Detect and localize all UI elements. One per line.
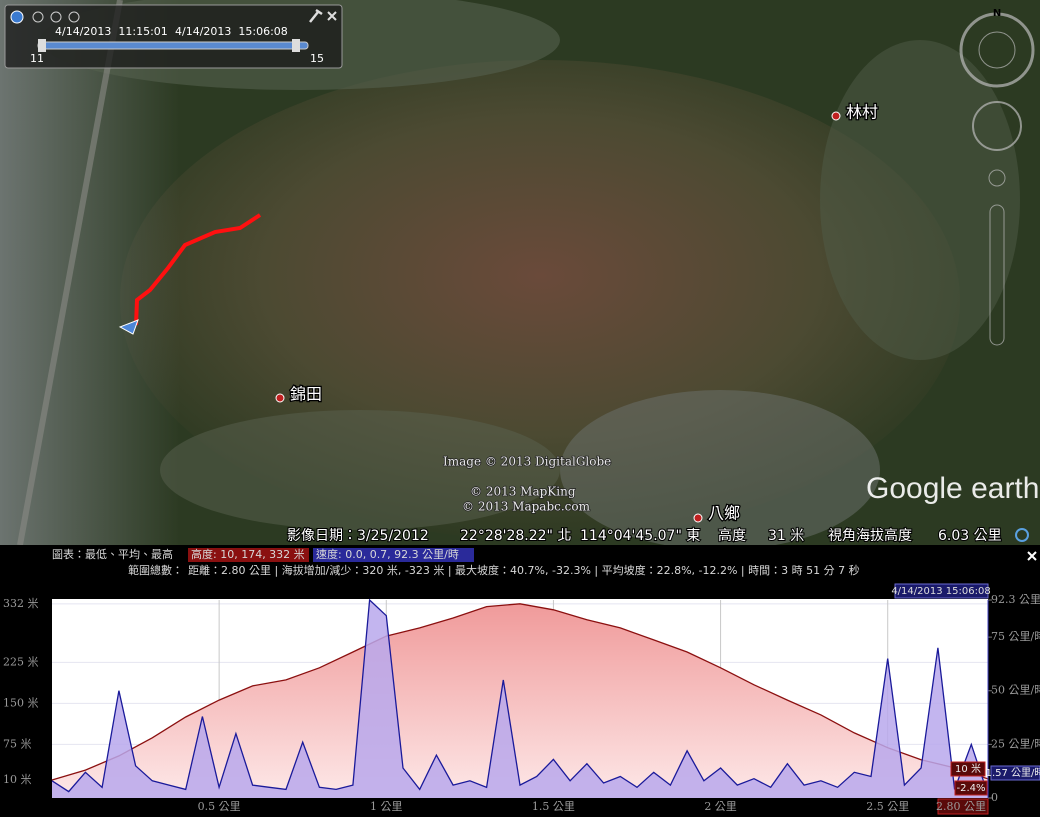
- place-label[interactable]: 錦田: [289, 383, 324, 405]
- range-label: 範圍總數：: [128, 563, 183, 577]
- x-tick-label: 1.5 公里: [532, 800, 575, 813]
- place-label[interactable]: 八鄉: [707, 502, 742, 524]
- place-dot: [693, 513, 703, 523]
- elevation: 31 米: [768, 528, 804, 544]
- time-slider: 4/14/2013 11:15:01 4/14/2013 15:06:08 11…: [4, 4, 343, 69]
- x-tick-label: 2.5 公里: [866, 800, 909, 813]
- speed-area: [52, 600, 988, 798]
- slider-label: 15: [310, 52, 324, 65]
- place-dot: [275, 393, 285, 403]
- gps-track[interactable]: [134, 213, 262, 326]
- graph-label: 圖表：最低、平均、最高: [52, 547, 173, 561]
- zoom-out-button[interactable]: [32, 11, 44, 23]
- cursor-slope: -2.4%: [956, 783, 985, 794]
- cursor-speed: 1.57 公里/時: [986, 767, 1040, 779]
- imagery-date: 影像日期：3/25/2012: [287, 528, 429, 544]
- attribution: © 2013 Mapabc.com: [462, 500, 591, 514]
- close-button[interactable]: [327, 11, 337, 21]
- start-time: 4/14/2013 11:15:01: [55, 25, 168, 38]
- elevation-stats: 高度: 10, 174, 332 米: [191, 547, 305, 561]
- eye-altitude: 6.03 公里: [938, 528, 1002, 544]
- clock-button[interactable]: [10, 10, 24, 24]
- speed-stats: 速度: 0.0, 0.7, 92.3 公里/時: [316, 547, 459, 561]
- y-tick-label: 150 米: [3, 696, 39, 709]
- y-tick-label: 75 米: [3, 737, 32, 750]
- longitude: 114°04'45.07" 東: [580, 528, 700, 544]
- cursor-elevation: 10 米: [955, 762, 981, 775]
- cursor-speed-box: [990, 765, 1040, 781]
- y-tick-label: 332 米: [3, 597, 39, 610]
- x-tick-label: 1 公里: [370, 800, 403, 813]
- speed-line: [51, 598, 989, 795]
- cursor-time: 4/14/2013 15:06:08: [891, 586, 990, 597]
- x-tick-label: 2.80 公里: [936, 800, 986, 813]
- settings-button[interactable]: [68, 11, 80, 23]
- y-tick-label: 10 米: [3, 773, 32, 786]
- x-tick-label: 0.5 公里: [198, 800, 241, 813]
- latitude: 22°28'28.22" 北: [460, 528, 571, 544]
- slider-track[interactable]: [37, 41, 309, 50]
- zoom-in-button[interactable]: [50, 11, 62, 23]
- x-tick-label: 2 公里: [704, 800, 737, 813]
- streaming-indicator: [1015, 528, 1029, 542]
- cursor-slope-box: [954, 780, 988, 796]
- plot: 10 米 75 米 150 米 225 米 332 米 0 25 公里/時 50 公里/時 75…: [3, 583, 1040, 815]
- speed-stats-box[interactable]: [313, 548, 474, 562]
- wrench-button[interactable]: [309, 8, 323, 23]
- range-stats: 距離：2.80 公里 | 海拔增加/減少：320 米, -323 米 | 最大坡…: [188, 563, 860, 577]
- attribution: Image © 2013 DigitalGlobe: [443, 455, 611, 469]
- eye-altitude-label: 視角海拔高度: [828, 527, 912, 544]
- logo: Google earth: [866, 472, 1039, 505]
- navigation-controls[interactable]: N: [959, 8, 1035, 346]
- attribution: © 2013 MapKing: [470, 485, 576, 499]
- position-marker: [118, 319, 139, 335]
- y-tick-label: 225 米: [3, 655, 39, 668]
- elevation-area: [52, 603, 988, 798]
- y2-tick-label: 25 公里/時: [991, 737, 1040, 750]
- slider-thumb[interactable]: [38, 39, 46, 52]
- cursor-elevation-box: [950, 761, 986, 777]
- elevation-stats-box[interactable]: [188, 548, 309, 562]
- elevation-label: 高度: [718, 527, 746, 544]
- y2-tick-label: 75 公里/時: [991, 630, 1040, 643]
- compass-north: N: [993, 8, 1001, 19]
- cursor-time-box: [894, 583, 989, 599]
- place-dot: [831, 111, 841, 121]
- y2-tick-label: 50 公里/時: [991, 684, 1040, 697]
- map[interactable]: [0, 0, 1040, 550]
- slider-thumb[interactable]: [292, 39, 300, 52]
- y2-tick-label: 92.3 公里/時: [991, 593, 1040, 606]
- slider-label: 11: [30, 52, 44, 65]
- x-tick-box: [937, 798, 989, 815]
- place-label[interactable]: 林村: [845, 101, 880, 123]
- end-time: 4/14/2013 15:06:08: [175, 25, 288, 38]
- close-profile-button[interactable]: [1027, 551, 1037, 561]
- elevation-line: [51, 603, 989, 781]
- y2-tick-label: 0: [991, 791, 998, 804]
